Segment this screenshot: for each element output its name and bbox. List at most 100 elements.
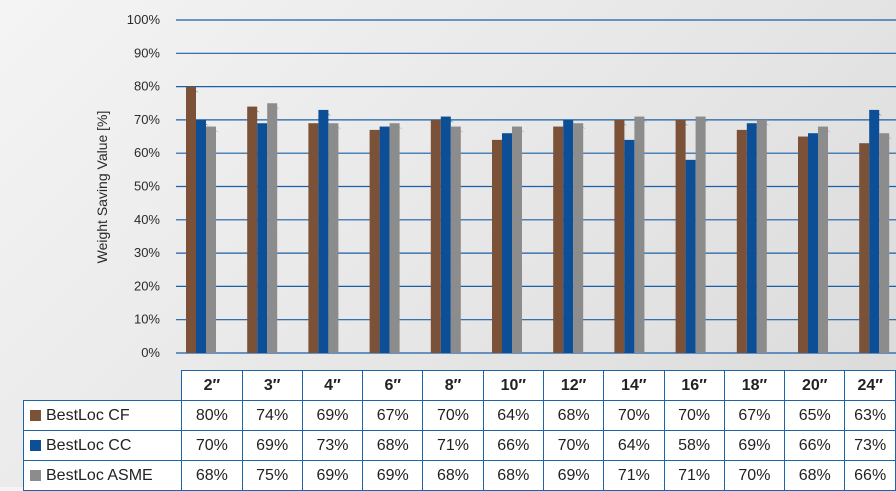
bar-bestloc-asme (756, 119, 767, 354)
bar-bestloc-asme (634, 116, 645, 353)
category-header: 20″ (784, 370, 846, 401)
category-header: 2″ (181, 370, 243, 401)
bar-cap (695, 116, 709, 123)
bar-bestloc-cf (308, 123, 319, 353)
bar-cap (379, 126, 393, 133)
table-cell: 65% (784, 400, 846, 431)
bar-cap (196, 119, 209, 126)
bar-bestloc-cc (257, 123, 268, 353)
bar-cap (573, 123, 587, 130)
bar-bestloc-cf (614, 119, 625, 354)
table-cell: 70% (422, 400, 484, 431)
bar-cap (186, 86, 199, 93)
bar-cap (257, 123, 271, 130)
bar-bestloc-asme (206, 126, 216, 353)
bar-cap (267, 103, 281, 110)
bar-bestloc-cf (369, 129, 380, 353)
table-row: BestLoc ASME 68% 75% 69% 69% 68% 68% 69% 71% 71% 7… (22, 460, 896, 491)
category-header: 4″ (301, 370, 364, 401)
bar-bestloc-cc (379, 126, 390, 353)
table-cell: 74% (241, 400, 303, 431)
bars (186, 86, 893, 354)
bar-cap (736, 129, 750, 136)
table-cell: 69% (301, 460, 364, 491)
table-cell: 66% (784, 430, 846, 461)
table-cell: 75% (241, 460, 303, 491)
bar-bestloc-asme (328, 123, 339, 353)
series-name: BestLoc CF (46, 406, 130, 424)
bar-cap (502, 133, 515, 140)
table-cell: 71% (603, 460, 665, 491)
bar-bestloc-asme (267, 103, 278, 353)
bar-cap (450, 126, 464, 133)
data-table: 2″ 3″ 4″ 6″ 8″ 10″ 12″ 14″ 16″ 18″ 20″ 24″ BestLoc C… (22, 370, 896, 491)
series-name: BestLoc ASME (46, 466, 153, 484)
table-cell: 63% (844, 400, 896, 431)
table-cell: 68% (542, 400, 605, 431)
legend-swatch (30, 469, 41, 481)
category-header: 24″ (844, 370, 896, 401)
table-cell: 70% (603, 400, 665, 431)
table-cell: 69% (241, 430, 303, 461)
bar-bestloc-asme (695, 116, 706, 353)
series-label: BestLoc CC (22, 430, 183, 461)
bar-bestloc-cf (675, 119, 686, 354)
bar-cap (553, 126, 567, 133)
bar-bestloc-cf (736, 129, 747, 353)
bar-cap (869, 109, 883, 116)
table-cell: 68% (422, 460, 484, 491)
category-header: 18″ (723, 370, 786, 401)
bar-bestloc-cc (563, 119, 574, 354)
legend-swatch (30, 439, 41, 451)
bar-bestloc-cc (440, 116, 451, 353)
y-tick-label: 50% (134, 179, 160, 194)
bar-cap (818, 126, 831, 133)
bar-cap (675, 119, 689, 126)
legend-swatch (30, 409, 41, 421)
bar-cap (369, 129, 383, 136)
table-cell: 69% (723, 430, 786, 461)
bar-bestloc-asme (450, 126, 461, 353)
table-corner (24, 371, 182, 401)
bar-cap (798, 136, 811, 143)
table-cell: 70% (181, 430, 243, 461)
bar-bestloc-cc (624, 139, 635, 353)
bar-cap (247, 106, 261, 113)
series-label: BestLoc CF (22, 400, 183, 431)
table-cell: 71% (663, 460, 725, 491)
category-header: 3″ (241, 370, 303, 401)
bar-bestloc-cc (808, 133, 818, 353)
y-tick-label: 90% (134, 45, 160, 60)
bar-bestloc-cc (318, 109, 329, 353)
bar-cap (746, 123, 760, 130)
table-cell: 64% (603, 430, 665, 461)
bar-bestloc-cf (492, 139, 502, 353)
table-cell: 68% (784, 460, 846, 491)
bar-cap (430, 119, 444, 126)
bar-chart: 0% 10% 20% 30% 40% 50% 60% 70% 80% 90% 100% Weight… (94, 12, 896, 360)
table-row: BestLoc CC 70% 69% 73% 68% 71% 66% 70% 64% 58% 69%… (22, 430, 896, 461)
series-label: BestLoc ASME (22, 460, 183, 491)
bar-cap (308, 123, 322, 130)
bar-bestloc-cc (685, 159, 696, 353)
bar-cap (685, 159, 699, 166)
table-cell: 67% (362, 400, 424, 431)
bar-bestloc-asme (573, 123, 584, 353)
bar-cap (512, 126, 525, 133)
category-header: 14″ (603, 370, 665, 401)
table-header-row: 2″ 3″ 4″ 6″ 8″ 10″ 12″ 14″ 16″ 18″ 20″ 24″ (24, 370, 896, 401)
table-cell: 73% (844, 430, 896, 461)
bar-cap (634, 116, 648, 123)
table-cell: 66% (482, 430, 544, 461)
table-cell: 70% (542, 430, 605, 461)
bar-cap (624, 139, 638, 146)
table-row: BestLoc CF 80% 74% 69% 67% 70% 64% 68% 70% 70% 67%… (22, 400, 896, 431)
bar-bestloc-cf (798, 136, 808, 353)
y-tick-label: 10% (134, 312, 160, 327)
bar-bestloc-cf (247, 106, 258, 353)
bar-cap (808, 133, 821, 140)
table-cell: 69% (542, 460, 605, 491)
category-header: 16″ (663, 370, 725, 401)
y-tick-label: 30% (134, 245, 160, 260)
y-tick-label: 60% (134, 145, 160, 160)
